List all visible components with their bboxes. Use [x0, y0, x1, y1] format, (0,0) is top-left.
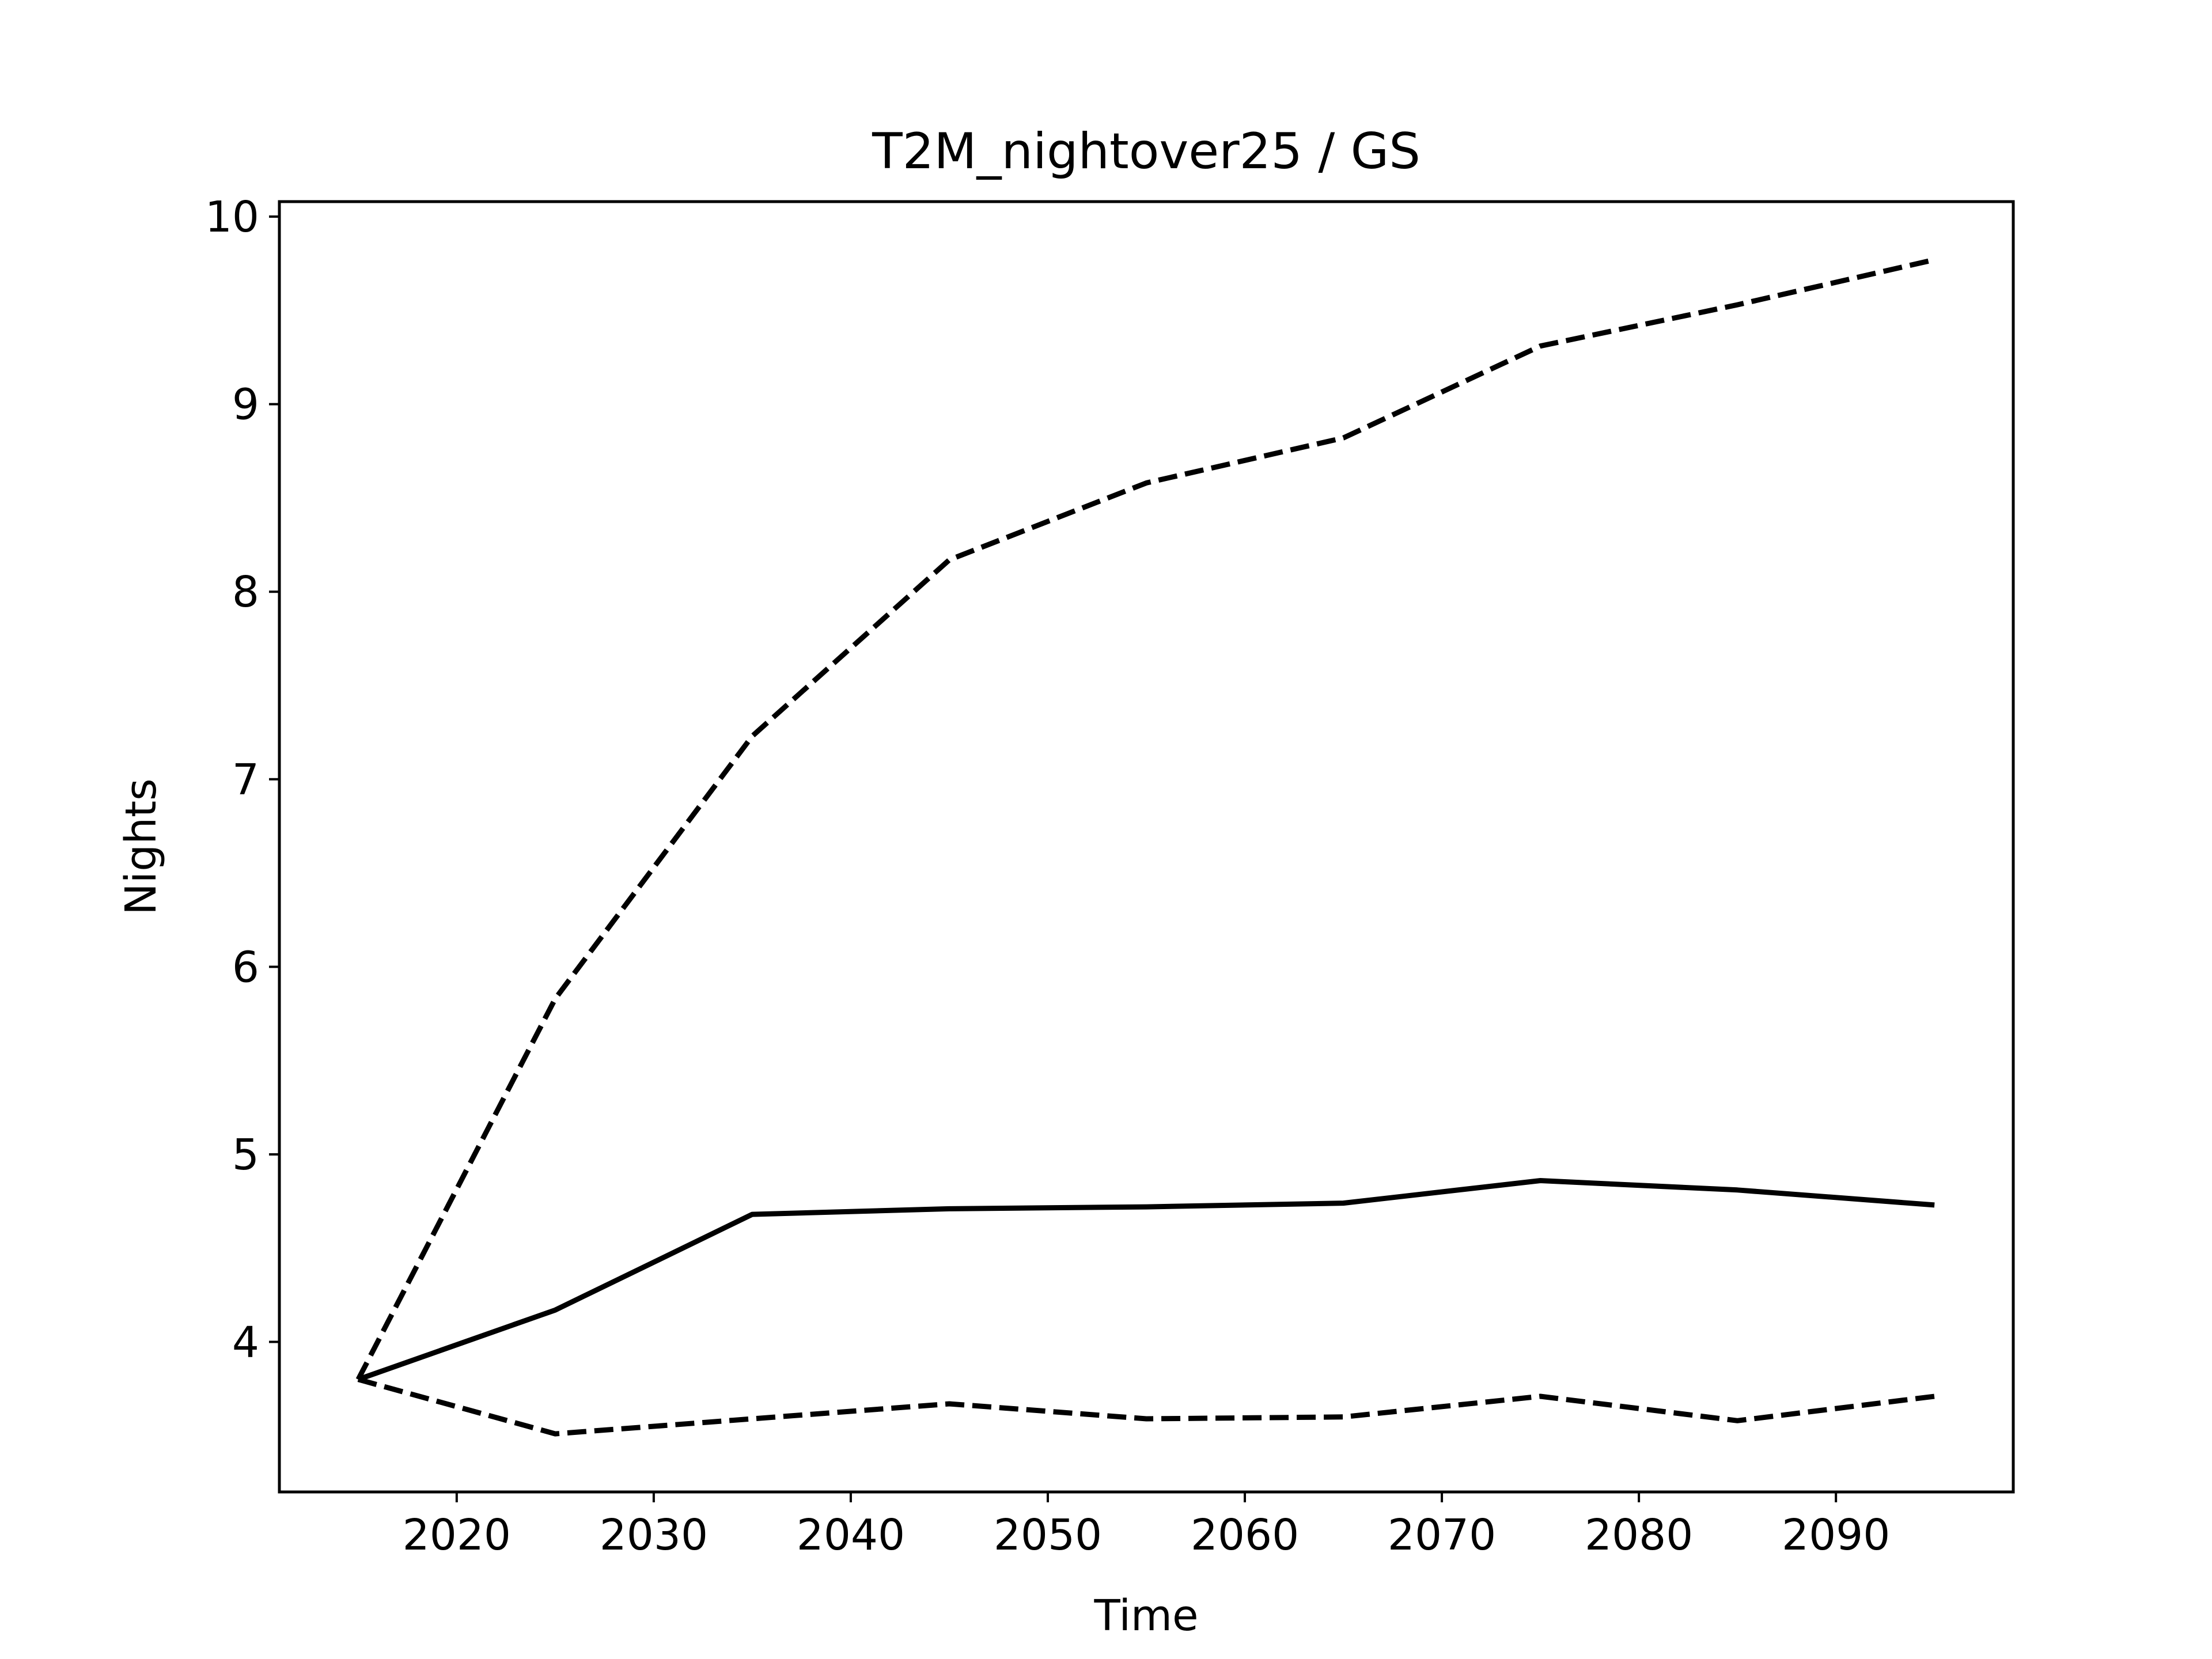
x-tick-label-2080: 2080	[1585, 1510, 1693, 1560]
y-tick-label-9: 9	[232, 380, 259, 430]
plot-frame	[278, 200, 2015, 1494]
x-tick-label-2040: 2040	[797, 1510, 905, 1560]
x-axis-label: Time	[1093, 1591, 1198, 1641]
y-tick-label-6: 6	[232, 942, 259, 992]
x-tick-label-2030: 2030	[600, 1510, 708, 1560]
x-tick-label-2060: 2060	[1191, 1510, 1299, 1560]
y-tick-label-7: 7	[232, 755, 259, 805]
x-axis: 2020 2030 2040 2050 2060 2070 2080 2090	[403, 1492, 1890, 1560]
y-tick-label-5: 5	[232, 1130, 259, 1180]
y-tick-label-4: 4	[232, 1318, 259, 1368]
y-axis: 4 5 6 7 8 9 10	[205, 192, 279, 1368]
chart-title: T2M_nightover25 / GS	[872, 123, 1421, 180]
x-tick-label-2020: 2020	[403, 1510, 511, 1560]
x-tick-label-2050: 2050	[994, 1510, 1102, 1560]
y-axis-label: Nights	[116, 778, 166, 915]
series-line-3	[357, 1377, 1935, 1437]
series-layer	[355, 257, 1936, 1437]
y-tick-label-10: 10	[205, 192, 259, 242]
x-tick-label-2070: 2070	[1388, 1510, 1496, 1560]
y-tick-label-8: 8	[232, 567, 259, 617]
series-line-2	[357, 1178, 1935, 1382]
series-line-1	[355, 257, 1936, 1381]
x-tick-label-2090: 2090	[1782, 1510, 1890, 1560]
